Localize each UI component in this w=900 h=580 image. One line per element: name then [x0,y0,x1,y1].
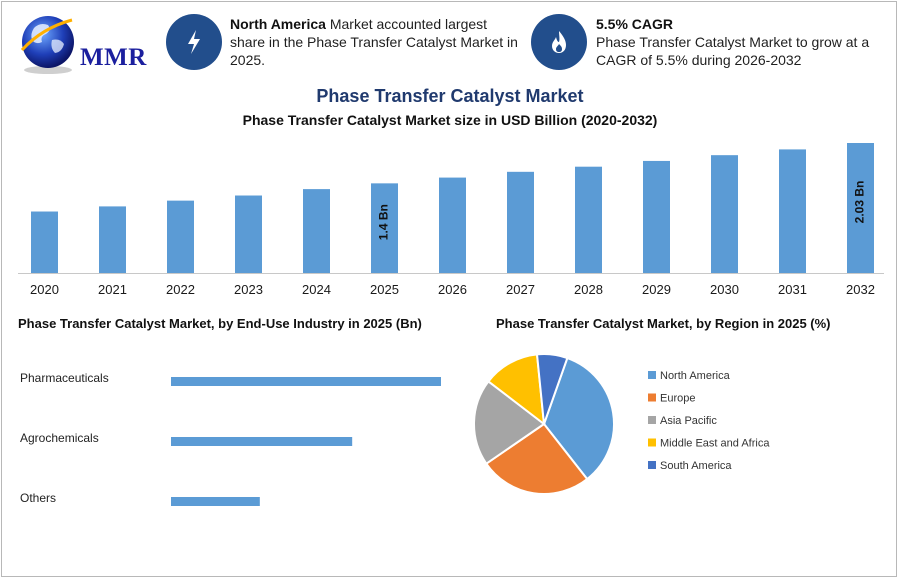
legend-swatch [648,438,656,447]
cagr-badge [531,14,587,70]
hbar-others [171,497,260,506]
bar-2028 [575,166,602,273]
region-chart-title: Phase Transfer Catalyst Market, by Regio… [496,316,831,331]
legend-label: South America [660,460,732,472]
highlight-cagr-text: Phase Transfer Catalyst Market to grow a… [596,34,870,68]
highlight-cagr: 5.5% CAGR Phase Transfer Catalyst Market… [596,15,881,69]
highlight-cagr-bold: 5.5% CAGR [596,16,674,32]
pie-slice-north-america [542,356,615,481]
logo-text: MMR [80,44,147,71]
category-label: Agrochemicals [20,431,99,445]
legend-label: Europe [660,393,695,405]
x-tick-label: 2020 [30,282,59,297]
x-tick-label: 2031 [778,282,807,297]
legend-swatch [648,461,656,469]
region-pie-chart: North America Europe Asia Pacific Middle Ea… [473,353,770,495]
legend-label: North America [660,370,731,382]
x-tick-label: 2029 [642,282,671,297]
x-tick-label: 2024 [302,282,331,297]
end-use-bar-chart: Pharmaceuticals Agrochemicals Others [20,371,441,506]
category-label: Others [20,491,56,505]
legend-swatch [648,416,656,424]
hbar-pharmaceuticals [171,377,441,386]
bar-2032 [847,143,874,273]
category-label: Pharmaceuticals [20,371,109,385]
x-tick-label: 2032 [846,282,875,297]
bar-2024 [303,189,330,273]
bar-2021 [99,206,126,273]
x-tick-label: 2022 [166,282,195,297]
x-tick-label: 2025 [370,282,399,297]
pie-slice-middle-east-and-africa [487,353,546,427]
x-tick-label: 2023 [234,282,263,297]
bar-2027 [507,171,534,273]
x-tick-label: 2021 [98,282,127,297]
flame-icon [552,31,566,53]
bar-2022 [167,200,194,273]
highlight-region-bold: North America [230,16,326,32]
highlight-region-text: Market accounted largest share in the Ph… [230,16,518,68]
bar-2023 [235,195,262,273]
bar-2029 [643,160,670,273]
legend-swatch [648,371,656,379]
lightning-badge [166,14,222,70]
x-tick-label: 2030 [710,282,739,297]
x-tick-label: 2028 [574,282,603,297]
x-tick-label: 2026 [438,282,467,297]
pie-slice-asia-pacific [473,380,546,466]
bar-2020 [31,211,58,273]
main-title: Phase Transfer Catalyst Market [316,86,584,106]
legend-swatch [648,393,656,402]
data-label: 2.03 Bn [853,181,867,224]
bar-2030 [711,155,738,273]
highlight-region: North America Market accounted largest s… [230,15,520,69]
bar-chart-title: Phase Transfer Catalyst Market size in U… [242,112,658,128]
globe-icon [20,16,74,74]
bar-2031 [779,149,806,273]
x-tick-label: 2027 [506,282,535,297]
pie-slice-south-america [535,353,569,425]
legend-label: Asia Pacific [660,415,717,427]
pie-slice-europe [484,422,589,495]
data-label: 1.4 Bn [377,204,391,240]
lightning-icon [188,30,200,54]
bar-2025 [371,183,398,273]
end-use-chart-title: Phase Transfer Catalyst Market, by End-U… [18,316,422,331]
bar-2026 [439,177,466,273]
hbar-agrochemicals [171,437,353,446]
market-size-bar-chart: 2020 2021 2022 2023 2024 2025 2026 2027 2028 2029… [18,143,884,297]
mmr-logo: MMR [14,10,147,80]
legend-label: Middle East and Africa [660,438,770,450]
